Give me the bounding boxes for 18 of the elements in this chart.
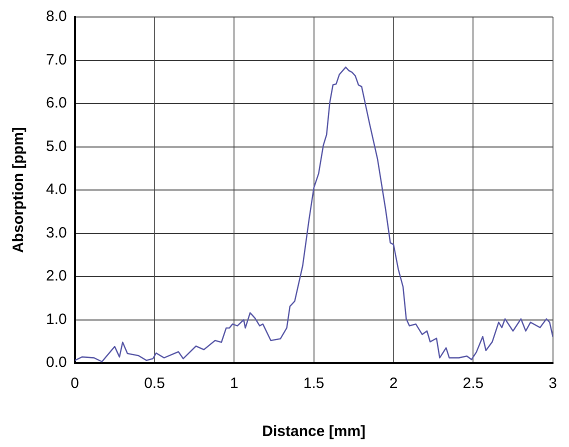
x-tick-label: 1.5 <box>303 375 324 392</box>
y-tick-label: 0.0 <box>46 354 67 372</box>
x-tick-label: 2 <box>389 375 398 392</box>
y-tick-label: 7.0 <box>46 51 67 68</box>
y-tick-label: 6.0 <box>46 94 67 112</box>
y-tick-label: 3.0 <box>46 224 67 242</box>
x-axis-title: Distance [mm] <box>262 423 366 440</box>
y-axis-title: Absorption [ppm] <box>10 127 28 253</box>
x-tick-label: 0.5 <box>144 375 165 392</box>
y-tick-label: 1.0 <box>46 310 67 328</box>
x-tick-label: 3 <box>548 375 557 392</box>
x-tick-label: 0 <box>70 375 80 392</box>
y-tick-label: 8.0 <box>46 8 67 26</box>
y-tick-label: 2.0 <box>46 268 67 285</box>
y-tick-label: 5.0 <box>46 138 67 155</box>
y-tick-label: 4.0 <box>46 181 67 198</box>
x-tick-label: 2.5 <box>462 375 484 392</box>
x-tick-label: 1 <box>230 375 238 392</box>
